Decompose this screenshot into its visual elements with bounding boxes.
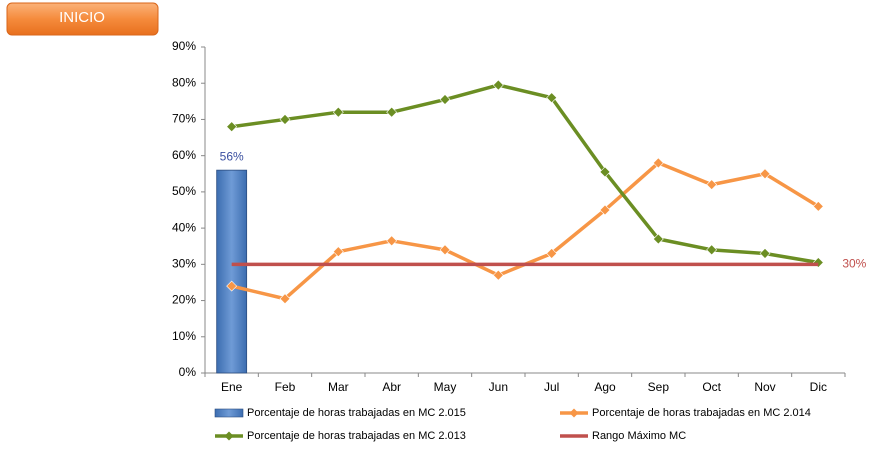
y-tick-label: 50% (172, 184, 196, 198)
y-tick-label: 30% (172, 257, 196, 271)
inicio-button[interactable]: INICIO (6, 2, 159, 36)
marker (652, 233, 664, 245)
marker (812, 257, 824, 268)
x-tick-label: May (434, 380, 457, 394)
marker (439, 94, 451, 105)
y-tick-label: 90% (172, 39, 196, 53)
y-tick-label: 70% (172, 112, 196, 126)
legend-label: Porcentaje de horas trabajadas en MC 2.0… (592, 407, 811, 419)
y-tick-label: 10% (172, 329, 196, 343)
marker (599, 166, 611, 178)
x-tick-label: Mar (328, 380, 349, 394)
marker (706, 179, 718, 191)
value-label: 56% (220, 149, 244, 163)
marker (439, 244, 451, 256)
legend-label: Porcentaje de horas trabajadas en MC 2.0… (247, 430, 466, 442)
marker (546, 248, 558, 259)
marker (386, 235, 398, 247)
marker (279, 114, 291, 125)
y-tick-label: 60% (172, 148, 196, 162)
legend-label: Porcentaje de horas trabajadas en MC 2.0… (247, 407, 466, 419)
x-tick-label: Nov (754, 380, 775, 394)
y-tick-label: 20% (172, 293, 196, 307)
x-tick-label: Jul (544, 380, 559, 394)
marker (386, 106, 398, 118)
x-tick-label: Ago (594, 380, 616, 394)
marker (759, 168, 771, 180)
x-tick-label: Sep (648, 380, 670, 394)
marker (759, 248, 771, 259)
bar (216, 169, 248, 374)
marker (812, 200, 824, 212)
y-tick-label: 40% (172, 220, 196, 234)
value-label: 30% (842, 257, 866, 271)
x-tick-label: Feb (275, 380, 296, 394)
line (231, 161, 820, 301)
y-tick-label: 80% (172, 75, 196, 89)
button-shape[interactable] (6, 2, 159, 36)
line (231, 83, 819, 265)
legend-swatch (214, 408, 244, 418)
x-tick-label: Jun (489, 380, 508, 394)
marker (226, 121, 238, 133)
x-tick-label: Abr (382, 380, 401, 394)
legend-label: Rango Máximo MC (592, 430, 686, 442)
marker (652, 157, 664, 169)
marker (546, 92, 558, 104)
marker (332, 106, 344, 118)
marker (492, 79, 504, 91)
marker (599, 204, 611, 216)
x-tick-label: Ene (221, 380, 243, 394)
marker (226, 280, 238, 292)
y-tick-label: 0% (179, 365, 197, 379)
legend-marker (569, 408, 579, 418)
button-label[interactable]: INICIO (59, 9, 105, 26)
marker (279, 293, 291, 305)
marker (492, 269, 504, 281)
marker (332, 246, 344, 258)
x-tick-label: Oct (702, 380, 721, 394)
marker (706, 244, 718, 256)
x-tick-label: Dic (810, 380, 827, 394)
legend-marker (224, 431, 234, 441)
